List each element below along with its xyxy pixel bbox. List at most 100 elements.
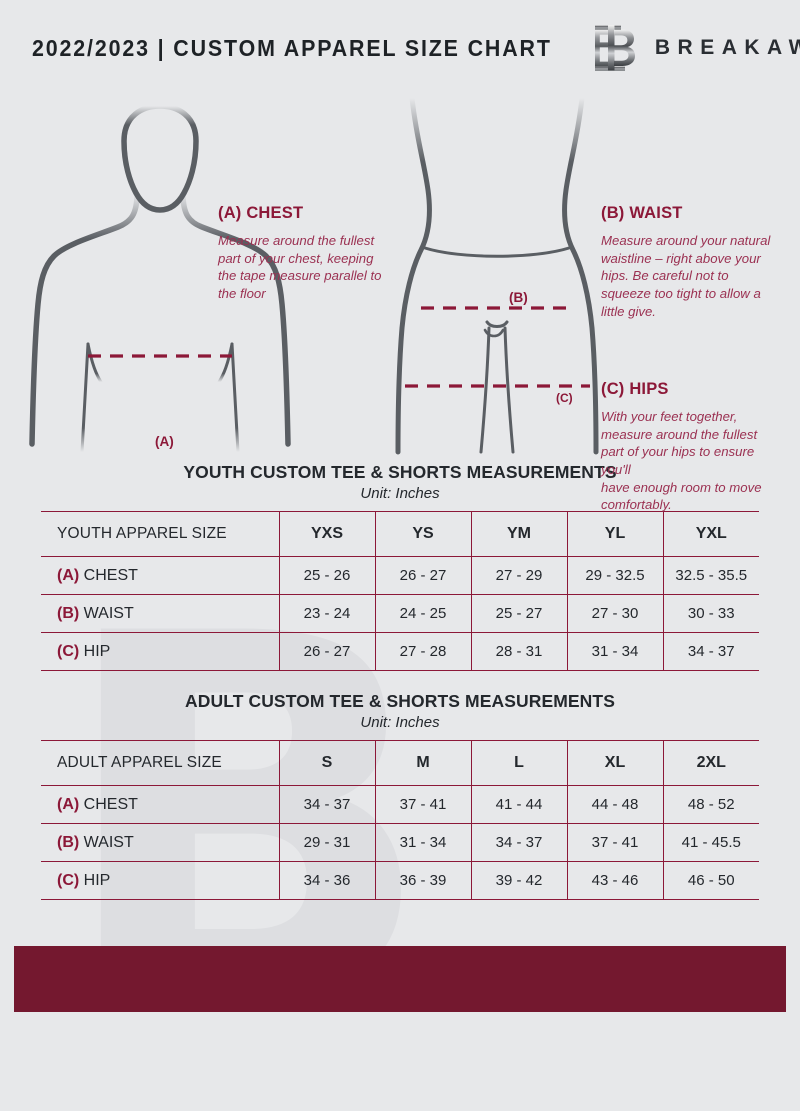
youth-size-yxs: YXS (278, 511, 375, 557)
youth-chest-yxl: 32.5 - 35.5 (662, 556, 759, 595)
adult-size-2xl: 2XL (662, 740, 759, 786)
table-row: (C) HIP 34 - 36 36 - 39 39 - 42 43 - 46 … (41, 861, 759, 900)
youth-waist-yl: 27 - 30 (566, 594, 663, 633)
adult-chest-xl: 44 - 48 (566, 785, 663, 824)
youth-table-unit: Unit: Inches (360, 485, 440, 502)
adult-hip-2xl: 46 - 50 (662, 861, 759, 900)
adult-chest-l: 41 - 44 (470, 785, 567, 824)
body-figures-svg (29, 96, 599, 455)
adult-row-hip-label: (C) HIP (41, 861, 279, 900)
callout-hips-body: With your feet together, measure around … (601, 409, 762, 513)
measurement-illustrations: (A) (B) (C) (A) CHEST Measure around the… (0, 96, 800, 512)
upper-body-outline-icon (29, 103, 291, 447)
youth-hip-ym: 28 - 31 (470, 632, 567, 671)
table-row: (B) WAIST 29 - 31 31 - 34 34 - 37 37 - 4… (41, 823, 759, 862)
youth-hip-ys: 27 - 28 (374, 632, 471, 671)
row-tag: (A) (57, 795, 80, 813)
youth-size-yl: YL (566, 511, 663, 557)
breakaway-b-monogram-icon (594, 25, 635, 71)
youth-waist-yxs: 23 - 24 (278, 594, 375, 633)
adult-hip-xl: 43 - 46 (566, 861, 663, 900)
adult-section: ADULT CUSTOM TEE & SHORTS MEASUREMENTS U… (0, 691, 800, 900)
callout-hips: (C) HIPS With your feet together, measur… (601, 380, 776, 514)
callout-waist: (B) WAIST Measure around your natural wa… (601, 204, 771, 320)
adult-hip-s: 34 - 36 (278, 861, 375, 900)
adult-size-s: S (278, 740, 375, 786)
row-tag: (B) (57, 604, 80, 622)
youth-label-header: YOUTH APPAREL SIZE (41, 511, 279, 557)
hips-line-label: (C) (556, 391, 573, 405)
lower-body-outline-icon (395, 96, 599, 455)
adult-header-row: ADULT APPAREL SIZE S M L XL 2XL (41, 740, 759, 786)
lower-body-detail-lines (423, 246, 571, 454)
youth-row-waist-label: (B) WAIST (41, 594, 279, 633)
adult-hip-l: 39 - 42 (470, 861, 567, 900)
callout-waist-body: Measure around your natural waistline – … (601, 233, 771, 319)
youth-waist-ym: 25 - 27 (470, 594, 567, 633)
navel-icon (483, 328, 505, 338)
callout-chest-tag: (A) (218, 204, 242, 222)
youth-size-table: YOUTH APPAREL SIZE YXS YS YM YL YXL (A) … (41, 511, 759, 671)
torso-inner-lines (80, 342, 240, 454)
row-label: HIP (83, 642, 111, 660)
waist-line-label: (B) (509, 290, 528, 305)
youth-waist-ys: 24 - 25 (374, 594, 471, 633)
adult-row-waist-label: (B) WAIST (41, 823, 279, 862)
youth-waist-yxl: 30 - 33 (662, 594, 759, 633)
callout-chest-body: Measure around the fullest part of your … (218, 233, 382, 302)
callout-chest-heading: CHEST (246, 204, 304, 222)
row-tag: (C) (57, 871, 80, 889)
chest-line-label: (A) (155, 434, 174, 449)
callout-waist-title: (B) WAIST (601, 204, 771, 223)
adult-waist-xl: 37 - 41 (566, 823, 663, 862)
adult-size-table: ADULT APPAREL SIZE S M L XL 2XL (A) CHES… (41, 740, 759, 900)
row-label: WAIST (83, 604, 134, 622)
table-row: (B) WAIST 23 - 24 24 - 25 25 - 27 27 - 3… (41, 594, 759, 633)
callout-hips-tag: (C) (601, 380, 625, 398)
adult-waist-2xl: 41 - 45.5 (662, 823, 759, 862)
table-row: (C) HIP 26 - 27 27 - 28 28 - 31 31 - 34 … (41, 632, 759, 671)
adult-chest-2xl: 48 - 52 (662, 785, 759, 824)
page-header: 2022/2023 | CUSTOM APPAREL SIZE CHART (0, 0, 800, 96)
adult-size-xl: XL (566, 740, 663, 786)
youth-size-ym: YM (470, 511, 567, 557)
page-title: 2022/2023 | CUSTOM APPAREL SIZE CHART (32, 34, 552, 61)
youth-hip-yxl: 34 - 37 (662, 632, 759, 671)
brand-lockup: BREAKAWAY (591, 22, 800, 74)
adult-waist-m: 31 - 34 (374, 823, 471, 862)
footer-bar (14, 946, 786, 1012)
row-tag: (B) (57, 833, 80, 851)
row-label: WAIST (83, 833, 134, 851)
table-row: (A) CHEST 25 - 26 26 - 27 27 - 29 29 - 3… (41, 556, 759, 595)
adult-size-m: M (374, 740, 471, 786)
adult-table-title: ADULT CUSTOM TEE & SHORTS MEASUREMENTS (185, 691, 615, 711)
adult-row-chest-label: (A) CHEST (41, 785, 279, 824)
youth-hip-yxs: 26 - 27 (278, 632, 375, 671)
row-tag: (C) (57, 642, 80, 660)
callout-waist-heading: WAIST (629, 204, 683, 222)
row-label: CHEST (83, 795, 138, 813)
row-label: CHEST (83, 566, 138, 584)
callout-waist-tag: (B) (601, 204, 625, 222)
youth-size-yxl: YXL (662, 511, 759, 557)
adult-label-header: ADULT APPAREL SIZE (41, 740, 279, 786)
callout-hips-heading: HIPS (629, 380, 669, 398)
row-tag: (A) (57, 566, 80, 584)
youth-hip-yl: 31 - 34 (566, 632, 663, 671)
youth-section: YOUTH CUSTOM TEE & SHORTS MEASUREMENTS U… (0, 462, 800, 671)
adult-chest-s: 34 - 37 (278, 785, 375, 824)
table-row: (A) CHEST 34 - 37 37 - 41 41 - 44 44 - 4… (41, 785, 759, 824)
youth-size-ys: YS (374, 511, 471, 557)
adult-waist-s: 29 - 31 (278, 823, 375, 862)
brand-wordmark: BREAKAWAY (654, 36, 800, 59)
adult-chest-m: 37 - 41 (374, 785, 471, 824)
youth-row-hip-label: (C) HIP (41, 632, 279, 671)
adult-waist-l: 34 - 37 (470, 823, 567, 862)
callout-hips-title: (C) HIPS (601, 380, 776, 399)
adult-table-unit: Unit: Inches (360, 714, 440, 731)
youth-table-title: YOUTH CUSTOM TEE & SHORTS MEASUREMENTS (183, 462, 617, 482)
callout-chest-title: (A) CHEST (218, 204, 394, 223)
adult-hip-m: 36 - 39 (374, 861, 471, 900)
youth-chest-ys: 26 - 27 (374, 556, 471, 595)
youth-row-chest-label: (A) CHEST (41, 556, 279, 595)
